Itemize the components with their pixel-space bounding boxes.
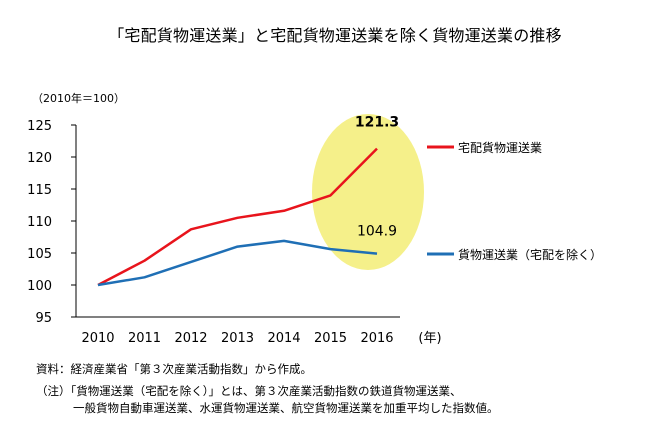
- x-tick-label: 2013: [221, 331, 254, 346]
- x-tick-label: 2016: [360, 331, 393, 346]
- x-tick-label: 2012: [174, 331, 207, 346]
- source-note: 資料：経済産業省「第３次産業活動指数」から作成。: [36, 362, 312, 376]
- x-tick-label: 2014: [267, 331, 300, 346]
- footnote-line-2: 一般貨物自動車運送業、水運貨物運送業、航空貨物運送業を加重平均した指数値。: [73, 401, 499, 415]
- legend-label: 貨物運送業（宅配を除く）: [458, 247, 602, 262]
- y-tick-label: 110: [27, 215, 52, 230]
- footnote-line-1: （注）「貨物運送業（宅配を除く）」とは、第３次産業活動指数の鉄道貨物運送業、: [36, 384, 462, 398]
- x-tick-label: 2010: [81, 331, 114, 346]
- legend-label: 宅配貨物運送業: [458, 140, 542, 155]
- x-tick-label: 2015: [314, 331, 347, 346]
- line-chart: 95 100 105 110 115 120 125 2010 2011 2012 2013 2014…: [27, 114, 602, 346]
- y-tick-label: 95: [35, 311, 52, 326]
- chart-title: 「宅配貨物運送業」と宅配貨物運送業を除く貨物運送業の推移: [108, 26, 562, 45]
- x-unit-label: (年): [418, 331, 441, 346]
- y-tick-label: 100: [27, 279, 52, 294]
- data-label: 104.9: [357, 224, 397, 240]
- x-tick-label: 2011: [128, 331, 161, 346]
- highlight-ellipse: [312, 114, 424, 270]
- y-tick-label: 120: [27, 151, 52, 166]
- y-tick-label: 115: [27, 183, 52, 198]
- y-unit-label: （2010年＝100）: [32, 92, 125, 105]
- y-tick-label: 105: [27, 247, 52, 262]
- data-label: 121.3: [355, 115, 399, 131]
- y-tick-label: 125: [27, 119, 52, 134]
